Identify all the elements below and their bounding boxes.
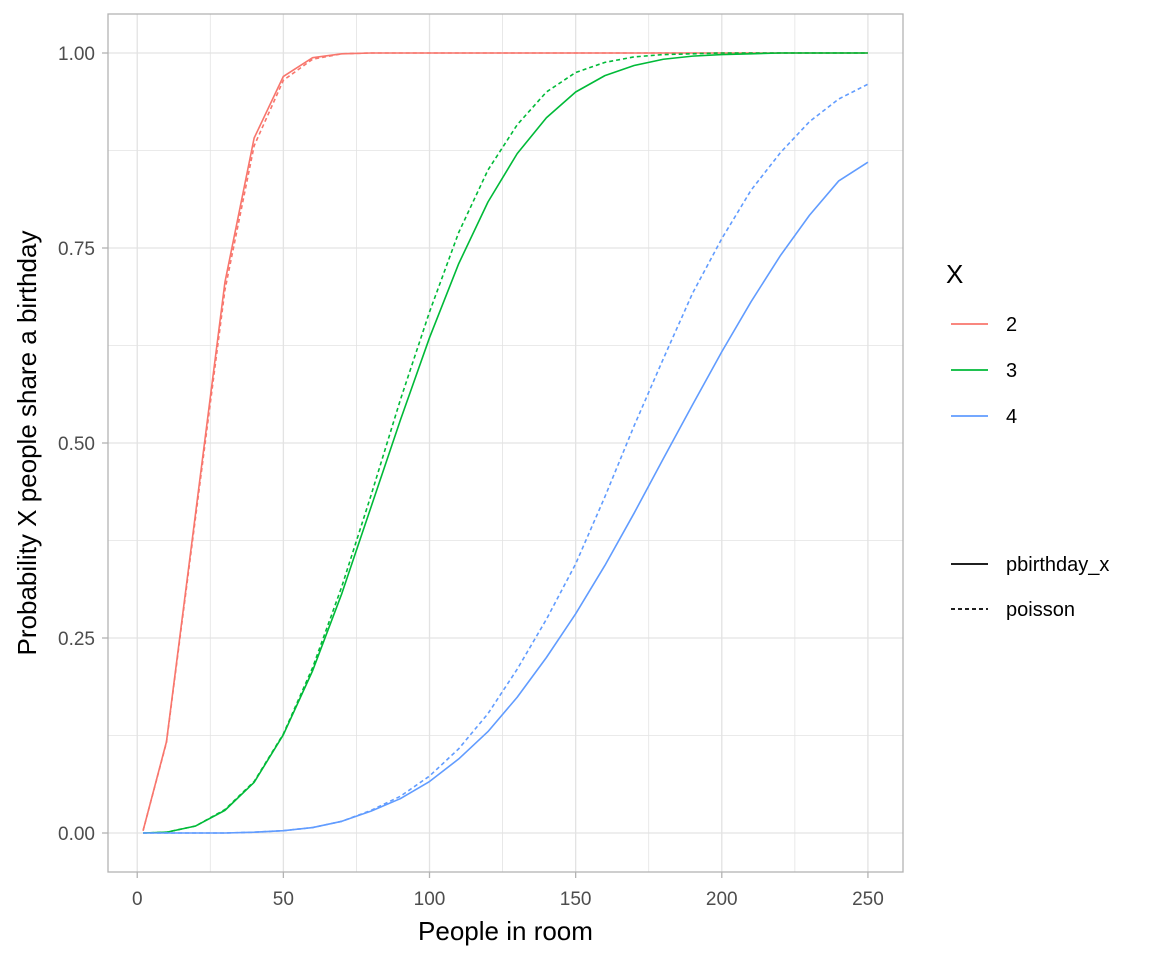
x-tick-label: 250 — [852, 889, 884, 910]
y-tick-label: 0.00 — [58, 824, 95, 845]
x-tick-label: 200 — [706, 889, 738, 910]
series-line-x2-poisson — [142, 52, 868, 831]
series-line-x3-poisson — [143, 52, 868, 834]
series-lines — [142, 52, 869, 834]
y-tick-label: 0.50 — [58, 434, 95, 455]
axes: 0 50 100 150 200 250 0.00 0.25 0.50 0.75 1.00 — [58, 44, 884, 910]
series-line-x4-poisson — [143, 83, 869, 834]
series-line-x4-pbirthday_x — [143, 161, 869, 834]
legend-label-x3: 3 — [1006, 360, 1017, 382]
x-tick-label: 150 — [560, 889, 592, 910]
y-axis-title: Probability X people share a birthday — [12, 231, 42, 656]
legend-label-pbirthday_x: pbirthday_x — [1006, 554, 1109, 576]
x-tick-label: 100 — [414, 889, 446, 910]
legend-title: X — [946, 259, 963, 289]
y-tick-label: 0.25 — [58, 629, 95, 650]
legend-label-x2: 2 — [1006, 314, 1017, 336]
legend-label-x4: 4 — [1006, 406, 1017, 428]
x-tick-label: 0 — [132, 889, 143, 910]
x-axis-title: People in room — [418, 916, 593, 946]
grid-lines — [108, 14, 903, 872]
series-line-x2-pbirthday_x — [142, 52, 868, 831]
legend-label-poisson: poisson — [1006, 599, 1075, 621]
x-tick-label: 50 — [273, 889, 294, 910]
y-tick-label: 1.00 — [58, 44, 95, 65]
y-tick-label: 0.75 — [58, 239, 95, 260]
